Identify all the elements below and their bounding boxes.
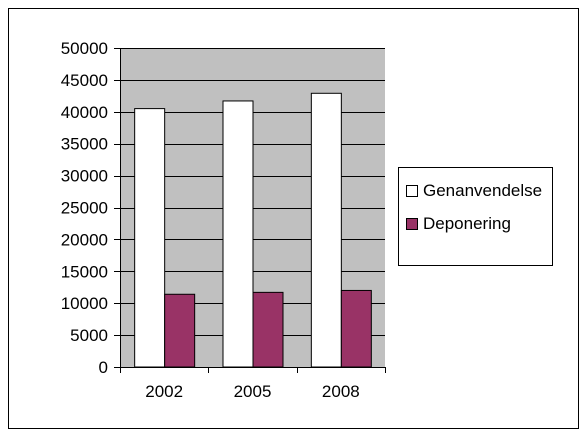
bar-genanvendelse-2005 bbox=[222, 100, 254, 368]
bar-genanvendelse-2002 bbox=[134, 108, 166, 368]
x-tick-label: 2005 bbox=[234, 382, 272, 401]
legend-label-genanvendelse: Genanvendelse bbox=[423, 181, 542, 200]
x-tick-label: 2002 bbox=[145, 382, 183, 401]
x-tick-labels: 2002 2005 2008 bbox=[145, 382, 359, 401]
y-tick-label: 25000 bbox=[61, 199, 108, 218]
y-tick-labels: 0 5000 10000 15000 20000 25000 30000 35000 40000… bbox=[61, 39, 108, 377]
y-tick-label: 10000 bbox=[61, 294, 108, 313]
x-tick-label: 2008 bbox=[322, 382, 360, 401]
y-tick-label: 5000 bbox=[70, 326, 108, 345]
legend-label-deponering: Deponering bbox=[423, 214, 511, 233]
y-tick-label: 15000 bbox=[61, 262, 108, 281]
y-tick-label: 30000 bbox=[61, 167, 108, 186]
legend-swatch-genanvendelse bbox=[406, 185, 418, 197]
y-tick-label: 0 bbox=[99, 358, 108, 377]
bar-genanvendelse-2008 bbox=[310, 92, 342, 368]
y-tick-label: 50000 bbox=[61, 39, 108, 58]
legend-box bbox=[398, 167, 553, 266]
bar-deponering-2002 bbox=[164, 293, 196, 368]
bar-deponering-2005 bbox=[252, 291, 284, 368]
axes bbox=[114, 48, 386, 373]
bar-deponering-2008 bbox=[340, 289, 372, 368]
y-tick-label: 45000 bbox=[61, 71, 108, 90]
y-tick-label: 20000 bbox=[61, 230, 108, 249]
legend: Genanvendelse Deponering bbox=[398, 167, 553, 266]
y-tick-label: 35000 bbox=[61, 135, 108, 154]
y-tick-label: 40000 bbox=[61, 103, 108, 122]
legend-swatch-deponering bbox=[406, 218, 418, 230]
